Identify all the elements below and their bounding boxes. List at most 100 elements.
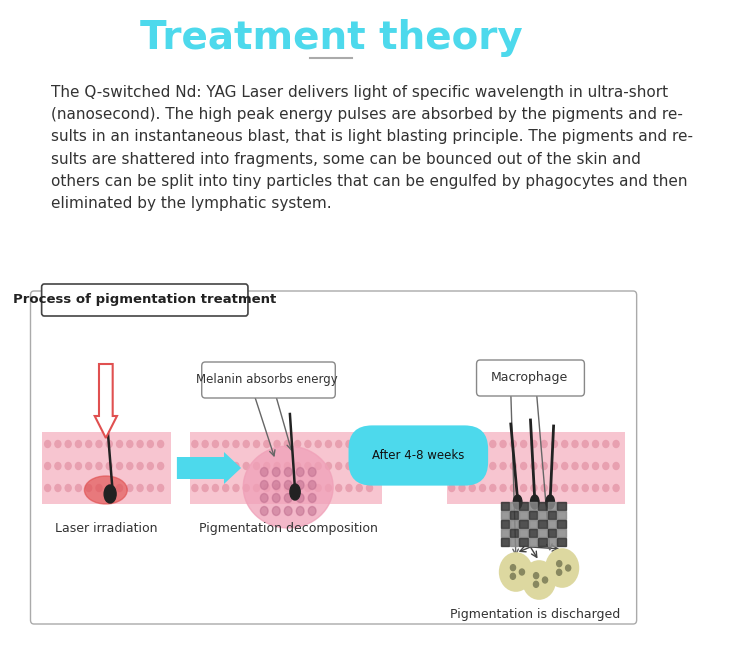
Bar — [510, 520, 518, 528]
FancyBboxPatch shape — [31, 291, 637, 624]
Circle shape — [86, 485, 92, 492]
Text: Laser irradiation: Laser irradiation — [55, 522, 157, 535]
Circle shape — [448, 463, 454, 470]
Circle shape — [546, 549, 578, 587]
Circle shape — [137, 485, 143, 492]
Circle shape — [315, 441, 321, 448]
Circle shape — [158, 463, 164, 470]
Circle shape — [223, 485, 229, 492]
Ellipse shape — [104, 485, 116, 503]
Circle shape — [296, 468, 304, 476]
Circle shape — [459, 463, 465, 470]
Circle shape — [592, 463, 598, 470]
Circle shape — [479, 441, 485, 448]
Circle shape — [520, 441, 526, 448]
Circle shape — [470, 441, 476, 448]
Circle shape — [551, 463, 557, 470]
Circle shape — [192, 485, 198, 492]
Circle shape — [116, 485, 122, 492]
Circle shape — [356, 463, 362, 470]
Circle shape — [296, 507, 304, 516]
Circle shape — [116, 463, 122, 470]
Bar — [529, 520, 537, 528]
Circle shape — [192, 463, 198, 470]
Circle shape — [274, 463, 280, 470]
Bar — [510, 511, 518, 519]
Circle shape — [233, 463, 239, 470]
Circle shape — [158, 441, 164, 448]
Circle shape — [572, 441, 578, 448]
Circle shape — [264, 441, 270, 448]
FancyBboxPatch shape — [476, 360, 584, 396]
Circle shape — [147, 441, 153, 448]
Circle shape — [254, 463, 260, 470]
Circle shape — [490, 463, 496, 470]
Bar — [557, 538, 566, 546]
Circle shape — [542, 577, 548, 583]
Ellipse shape — [530, 495, 539, 509]
Circle shape — [233, 441, 239, 448]
Circle shape — [367, 485, 373, 492]
Circle shape — [65, 463, 71, 470]
Bar — [510, 538, 518, 546]
Ellipse shape — [546, 495, 554, 509]
Circle shape — [243, 463, 249, 470]
Circle shape — [137, 463, 143, 470]
Circle shape — [582, 441, 588, 448]
Circle shape — [326, 441, 332, 448]
Circle shape — [223, 463, 229, 470]
Circle shape — [305, 463, 311, 470]
Bar — [548, 538, 556, 546]
Bar — [500, 529, 509, 537]
Bar — [548, 520, 556, 528]
Circle shape — [500, 441, 506, 448]
Circle shape — [531, 463, 537, 470]
Bar — [538, 529, 547, 537]
Circle shape — [55, 441, 61, 448]
Circle shape — [356, 485, 362, 492]
Circle shape — [531, 485, 537, 492]
Circle shape — [326, 463, 332, 470]
Bar — [529, 529, 537, 537]
Circle shape — [367, 463, 373, 470]
Circle shape — [295, 485, 301, 492]
Circle shape — [562, 463, 568, 470]
Text: After 4-8 weeks: After 4-8 weeks — [372, 449, 464, 462]
Circle shape — [65, 441, 71, 448]
Bar — [529, 502, 537, 510]
FancyArrow shape — [177, 452, 241, 484]
Text: Macrophage: Macrophage — [491, 371, 568, 384]
Circle shape — [296, 481, 304, 490]
Circle shape — [603, 485, 609, 492]
Circle shape — [459, 485, 465, 492]
Circle shape — [582, 485, 588, 492]
Circle shape — [551, 485, 557, 492]
Circle shape — [336, 485, 342, 492]
Bar — [557, 502, 566, 510]
Text: Process of pigmentation treatment: Process of pigmentation treatment — [13, 294, 276, 307]
Circle shape — [202, 463, 208, 470]
Circle shape — [520, 463, 526, 470]
Circle shape — [96, 463, 102, 470]
Circle shape — [106, 441, 112, 448]
Circle shape — [592, 441, 598, 448]
Circle shape — [470, 485, 476, 492]
Bar — [548, 502, 556, 510]
Circle shape — [533, 573, 538, 578]
Bar — [538, 520, 547, 528]
Circle shape — [367, 441, 373, 448]
Circle shape — [511, 565, 515, 571]
Circle shape — [448, 441, 454, 448]
Circle shape — [254, 441, 260, 448]
Circle shape — [490, 441, 496, 448]
Bar — [519, 538, 528, 546]
Circle shape — [510, 573, 515, 579]
Ellipse shape — [513, 495, 522, 509]
Circle shape — [551, 441, 557, 448]
Circle shape — [55, 463, 61, 470]
Bar — [510, 502, 518, 510]
Bar — [538, 511, 547, 519]
Bar — [500, 502, 509, 510]
Circle shape — [305, 485, 311, 492]
Ellipse shape — [243, 446, 333, 528]
